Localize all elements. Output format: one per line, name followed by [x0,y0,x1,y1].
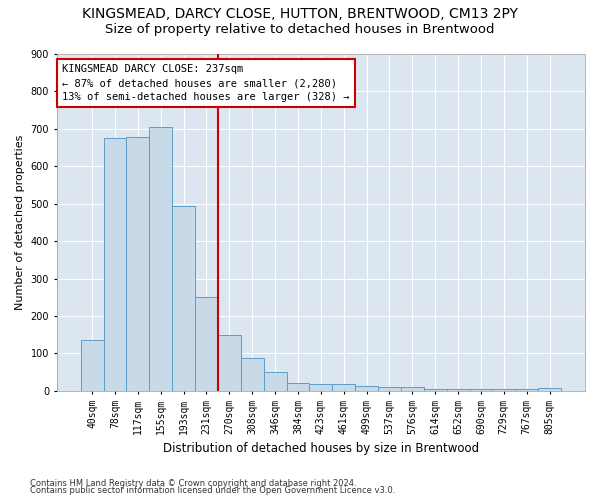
Bar [127,137,149,391]
Y-axis label: Number of detached properties: Number of detached properties [15,134,25,310]
Bar [287,382,310,391]
Bar [172,206,195,391]
Bar [378,387,401,391]
Bar [446,389,470,391]
Text: Size of property relative to detached houses in Brentwood: Size of property relative to detached ho… [105,22,495,36]
Bar [104,138,127,391]
Bar [263,372,287,391]
Bar [218,336,241,391]
X-axis label: Distribution of detached houses by size in Brentwood: Distribution of detached houses by size … [163,442,479,455]
Bar [149,127,172,391]
Bar [332,384,355,391]
Bar [470,389,493,391]
Bar [241,358,263,391]
Bar [493,389,515,391]
Text: KINGSMEAD DARCY CLOSE: 237sqm
← 87% of detached houses are smaller (2,280)
13% o: KINGSMEAD DARCY CLOSE: 237sqm ← 87% of d… [62,64,349,102]
Bar [538,388,561,391]
Text: KINGSMEAD, DARCY CLOSE, HUTTON, BRENTWOOD, CM13 2PY: KINGSMEAD, DARCY CLOSE, HUTTON, BRENTWOO… [82,8,518,22]
Text: Contains HM Land Registry data © Crown copyright and database right 2024.: Contains HM Land Registry data © Crown c… [30,478,356,488]
Bar [310,384,332,391]
Bar [401,387,424,391]
Bar [355,386,378,391]
Text: Contains public sector information licensed under the Open Government Licence v3: Contains public sector information licen… [30,486,395,495]
Bar [81,340,104,391]
Bar [515,389,538,391]
Bar [424,389,446,391]
Bar [195,297,218,391]
